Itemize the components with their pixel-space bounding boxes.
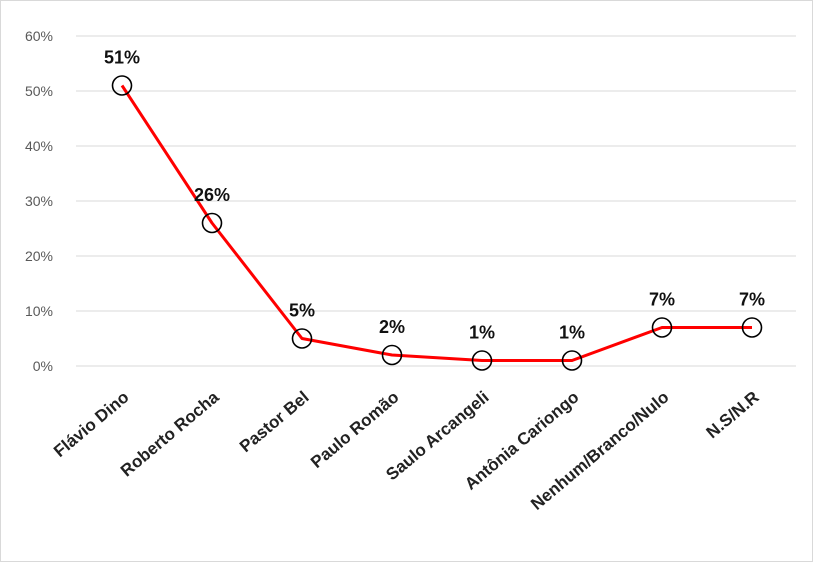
data-point <box>201 212 223 234</box>
y-tick-label: 20% <box>25 248 53 264</box>
data-point <box>471 350 493 371</box>
data-point <box>291 328 313 349</box>
y-tick-label: 10% <box>25 303 53 319</box>
data-point <box>651 317 673 338</box>
x-tick-label: Pastor Bel <box>236 388 313 457</box>
data-label: 5% <box>289 301 315 321</box>
y-axis-ticks: 0% 10% 20% 30% 40% 50% 60% <box>25 28 53 374</box>
series-line <box>120 84 752 362</box>
data-label: 26% <box>194 185 230 205</box>
data-label: 51% <box>104 48 140 68</box>
series-markers <box>111 75 763 371</box>
data-point <box>741 317 763 338</box>
data-label: 1% <box>469 323 495 343</box>
data-label: 1% <box>559 323 585 343</box>
y-tick-label: 60% <box>25 28 53 44</box>
x-tick-label: Flávio Dino <box>50 388 132 461</box>
series-line-group <box>120 84 752 362</box>
data-label: 2% <box>379 317 405 337</box>
y-tick-label: 0% <box>33 358 53 374</box>
data-point <box>111 75 133 96</box>
data-point <box>381 344 403 366</box>
x-tick-label: Roberto Rocha <box>117 387 223 480</box>
gridlines <box>76 35 796 367</box>
data-labels: 51% 26% 5% 2% 1% 1% 7% 7% <box>104 48 765 343</box>
data-label: 7% <box>739 290 765 310</box>
data-point <box>561 350 583 371</box>
y-tick-label: 30% <box>25 193 53 209</box>
x-tick-label: N.S/N.R <box>703 388 763 443</box>
data-label: 7% <box>649 290 675 310</box>
x-tick-label: Paulo Romão <box>307 388 402 472</box>
y-tick-label: 40% <box>25 138 53 154</box>
y-tick-label: 50% <box>25 83 53 99</box>
